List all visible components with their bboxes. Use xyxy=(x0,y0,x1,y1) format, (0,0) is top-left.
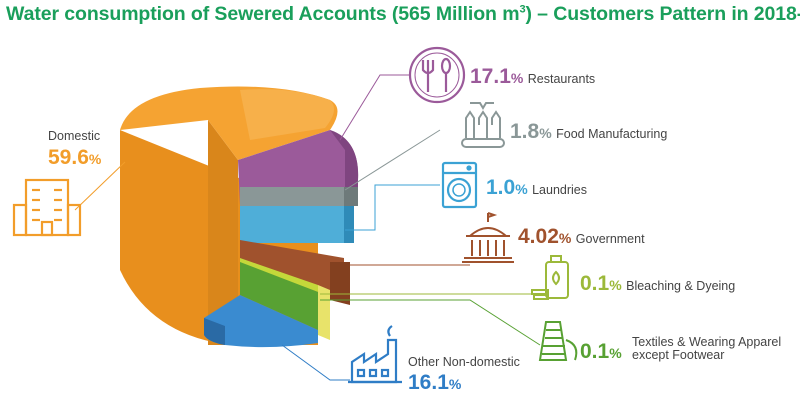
domestic-name: Domestic xyxy=(48,129,101,143)
label-bleaching: 0.1% Bleaching & Dyeing xyxy=(580,272,736,295)
pie-slice-restaurants xyxy=(238,130,359,205)
pie-slice-textiles xyxy=(240,262,318,330)
pie-slice-food-manufacturing xyxy=(240,187,344,206)
pie-slice-laundries xyxy=(240,206,344,243)
detergent-bottle-icon xyxy=(531,255,569,300)
label-other-nondomestic: Other Non-domestic xyxy=(408,355,520,369)
label-government: 4.02% Government xyxy=(518,225,645,248)
factory-icon xyxy=(348,325,402,384)
leader-laundries xyxy=(345,184,440,231)
leader-other-nondomestic xyxy=(281,344,350,381)
label-domestic: Domestic xyxy=(48,128,100,144)
leader-restaurants xyxy=(339,74,410,141)
value-textiles: 0.1% xyxy=(580,340,622,363)
pie-cut-wall xyxy=(208,120,238,345)
leader-food-manufacturing xyxy=(344,129,441,191)
label-food-manufacturing: 1.8% Food Manufacturing xyxy=(510,120,668,143)
pie-slice-other-nondomestic xyxy=(204,295,318,348)
pie-slice-bleaching xyxy=(240,258,318,292)
label-laundries: 1.0% Laundries xyxy=(486,176,588,199)
value-other-nondomestic: 16.1% xyxy=(408,371,462,394)
thread-spools-icon xyxy=(538,321,578,361)
fork-spoon-plate-icon xyxy=(408,46,466,104)
value-domestic: 59.6% xyxy=(48,146,102,169)
chart-title: Water consumption of Sewered Accounts (5… xyxy=(6,3,800,25)
label-restaurants: 17.1% Restaurants xyxy=(470,65,596,88)
washing-machine-icon xyxy=(441,161,478,209)
bottling-conveyor-icon xyxy=(461,102,505,148)
government-building-icon xyxy=(462,212,514,263)
leader-domestic xyxy=(74,161,126,211)
leader-textiles xyxy=(320,299,541,346)
label-textiles: Textiles & Wearing Apparel except Footwe… xyxy=(632,335,782,362)
apartment-building-icon xyxy=(12,178,82,237)
